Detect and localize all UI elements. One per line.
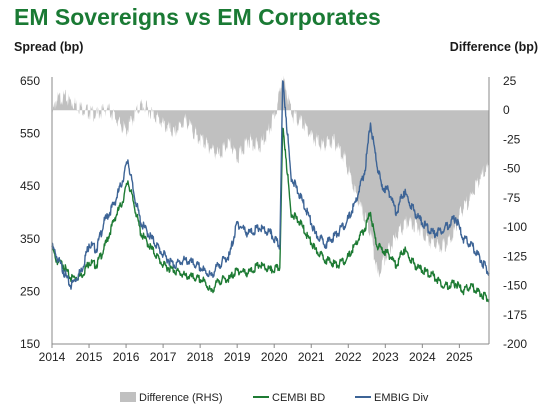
legend-item-cembi: CEMBI BD <box>253 392 325 404</box>
right-tick-label: -75 <box>503 191 521 205</box>
x-tick-label: 2024 <box>409 350 436 364</box>
x-tick-label: 2017 <box>150 350 177 364</box>
right-tick-label: 0 <box>503 103 510 117</box>
chart-title: EM Sovereigns vs EM Corporates <box>14 4 381 30</box>
left-tick-label: 550 <box>20 127 40 141</box>
axes-layer: 650550450350250150250-25-50-75-100-125-1… <box>20 74 527 364</box>
x-tick-label: 2023 <box>372 350 399 364</box>
right-tick-label: 25 <box>503 74 517 88</box>
x-tick-label: 2015 <box>76 350 103 364</box>
left-tick-label: 350 <box>20 232 40 246</box>
right-tick-label: -200 <box>503 337 527 351</box>
right-tick-label: -100 <box>503 220 527 234</box>
right-tick-label: -175 <box>503 308 527 322</box>
legend-item-embig: EMBIG Div <box>355 392 429 404</box>
x-tick-label: 2019 <box>224 350 251 364</box>
x-tick-label: 2021 <box>298 350 325 364</box>
x-tick-label: 2016 <box>113 350 140 364</box>
x-tick-label: 2025 <box>446 350 473 364</box>
x-tick-label: 2018 <box>187 350 214 364</box>
difference-area <box>52 75 489 278</box>
x-tick-label: 2014 <box>39 350 66 364</box>
left-tick-label: 250 <box>20 284 40 298</box>
left-tick-label: 150 <box>20 337 40 351</box>
legend-swatch <box>120 392 136 402</box>
right-tick-label: -150 <box>503 279 527 293</box>
x-tick-label: 2020 <box>261 350 288 364</box>
series-lines-layer <box>51 80 490 303</box>
right-tick-label: -25 <box>503 132 521 146</box>
x-tick-label: 2022 <box>335 350 362 364</box>
right-axis-title: Difference (bp) <box>449 40 538 54</box>
embig-div-line <box>51 80 490 290</box>
left-axis-title: Spread (bp) <box>14 40 84 54</box>
legend: Difference (RHS) CEMBI BD EMBIG Div <box>120 392 429 404</box>
left-tick-label: 650 <box>20 74 40 88</box>
legend-label: CEMBI BD <box>272 392 325 404</box>
right-tick-label: -50 <box>503 162 521 176</box>
left-tick-label: 450 <box>20 179 40 193</box>
right-tick-label: -125 <box>503 249 527 263</box>
legend-item-difference: Difference (RHS) <box>120 392 223 404</box>
legend-label: Difference (RHS) <box>139 392 223 404</box>
legend-label: EMBIG Div <box>374 392 429 404</box>
cembi-bd-line <box>51 127 490 303</box>
difference-area-layer <box>52 75 489 278</box>
